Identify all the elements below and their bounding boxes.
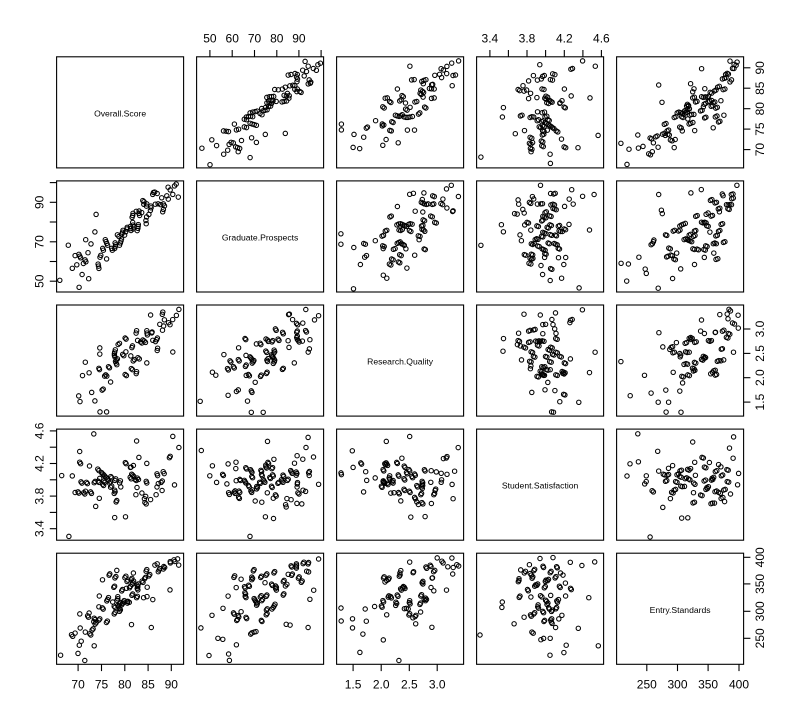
svg-text:3.0: 3.0 — [753, 320, 767, 337]
svg-text:3.8: 3.8 — [33, 487, 47, 504]
svg-text:Entry.Standards: Entry.Standards — [650, 605, 711, 615]
svg-text:1.5: 1.5 — [345, 678, 362, 692]
svg-text:4.6: 4.6 — [593, 32, 610, 46]
svg-text:2.5: 2.5 — [401, 678, 418, 692]
svg-text:80: 80 — [270, 32, 284, 46]
svg-text:85: 85 — [753, 81, 767, 95]
svg-text:60: 60 — [226, 32, 240, 46]
svg-text:300: 300 — [753, 601, 767, 621]
svg-text:250: 250 — [753, 628, 767, 648]
svg-text:1.5: 1.5 — [753, 393, 767, 410]
svg-text:4.6: 4.6 — [33, 422, 47, 439]
svg-text:250: 250 — [637, 678, 657, 692]
svg-text:3.4: 3.4 — [482, 32, 499, 46]
svg-text:80: 80 — [753, 102, 767, 116]
svg-text:3.4: 3.4 — [33, 520, 47, 537]
svg-text:4.2: 4.2 — [556, 32, 573, 46]
svg-text:2.0: 2.0 — [373, 678, 390, 692]
svg-text:90: 90 — [165, 678, 179, 692]
svg-text:Research.Quality: Research.Quality — [367, 357, 434, 367]
svg-text:3.0: 3.0 — [429, 678, 446, 692]
svg-text:Graduate.Prospects: Graduate.Prospects — [222, 232, 298, 242]
svg-text:90: 90 — [292, 32, 306, 46]
svg-text:75: 75 — [95, 678, 109, 692]
svg-text:4.2: 4.2 — [33, 455, 47, 472]
svg-text:70: 70 — [71, 678, 85, 692]
svg-text:90: 90 — [753, 61, 767, 75]
svg-text:2.0: 2.0 — [753, 369, 767, 386]
svg-text:75: 75 — [753, 122, 767, 136]
svg-text:300: 300 — [667, 678, 687, 692]
svg-text:50: 50 — [33, 274, 47, 288]
svg-text:70: 70 — [753, 143, 767, 157]
svg-text:2.5: 2.5 — [753, 345, 767, 362]
svg-text:70: 70 — [248, 32, 262, 46]
svg-text:70: 70 — [33, 235, 47, 249]
svg-text:350: 350 — [753, 574, 767, 594]
svg-text:80: 80 — [118, 678, 132, 692]
svg-text:90: 90 — [33, 195, 47, 209]
svg-text:3.8: 3.8 — [519, 32, 536, 46]
svg-text:400: 400 — [753, 547, 767, 567]
svg-text:400: 400 — [729, 678, 749, 692]
svg-text:Student.Satisfaction: Student.Satisfaction — [502, 481, 579, 491]
svg-text:350: 350 — [698, 678, 718, 692]
svg-text:Overall.Score: Overall.Score — [94, 108, 146, 118]
svg-text:50: 50 — [203, 32, 217, 46]
svg-text:85: 85 — [141, 678, 155, 692]
